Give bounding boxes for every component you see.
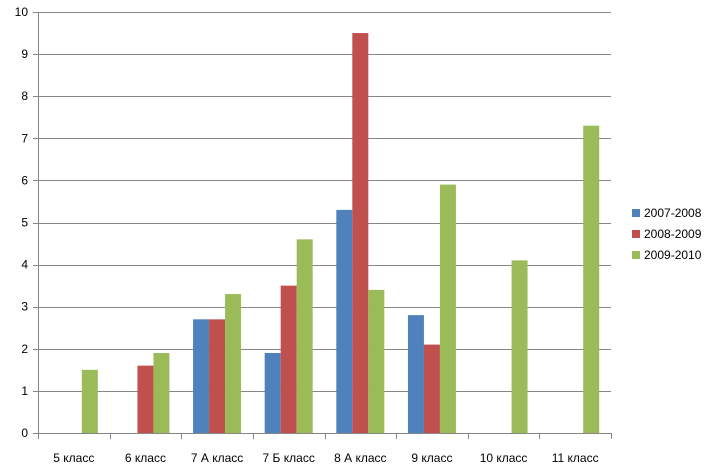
x-tick-label-3: 7 А класс [191, 451, 243, 465]
y-tick-label-7: 7 [21, 131, 28, 145]
bar-3-8 [583, 125, 600, 434]
x-tick-label-5: 8 А класс [334, 451, 386, 465]
bar-2-4 [280, 285, 297, 433]
y-tick-label-4: 4 [21, 258, 28, 272]
y-tick-label-3: 3 [21, 300, 28, 314]
x-tick-label-8: 11 класс [552, 451, 599, 465]
y-axis-tick-labels: 0 1 2 3 4 5 6 7 8 9 10 [15, 5, 38, 440]
bar-2-5 [352, 33, 369, 434]
axes [38, 12, 612, 439]
x-tick-label-4: 7 Б класс [263, 451, 315, 465]
bar-3-7 [511, 260, 528, 433]
x-tick-label-2: 6 класс [125, 451, 166, 465]
bar-2-6 [423, 344, 440, 433]
x-axis-tick-labels: 5 класс 6 класс 7 А класс 7 Б класс 8 А клас… [53, 451, 598, 465]
bar-3-1 [81, 369, 98, 433]
y-tick-label-1: 1 [21, 384, 28, 398]
bar-3-6 [439, 184, 456, 433]
legend-item-series-3: 2009-2010 [632, 244, 724, 265]
y-tick-label-10: 10 [15, 5, 29, 19]
legend-item-series-2: 2008-2009 [632, 223, 724, 244]
legend-label-series-1: 2007-2008 [644, 205, 702, 220]
bar-3-4 [296, 239, 313, 433]
legend-swatch-series-1 [632, 208, 640, 217]
bar-3-3 [225, 294, 242, 433]
bar-1-5 [336, 209, 353, 433]
x-tick-label-1: 5 класс [53, 451, 94, 465]
legend-swatch-series-2 [632, 229, 640, 238]
y-tick-label-6: 6 [21, 173, 28, 187]
legend-item-series-1: 2007-2008 [632, 202, 724, 223]
x-tick-label-7: 10 класс [480, 451, 528, 465]
legend-label-series-2: 2008-2009 [644, 226, 702, 241]
legend-label-series-3: 2009-2010 [644, 247, 702, 262]
bar-3-2 [153, 353, 170, 433]
x-tick-label-6: 9 класс [411, 451, 452, 465]
gridlines [38, 12, 611, 392]
bar-1-3 [193, 319, 210, 433]
legend: 2007-2008 2008-2009 2009-2010 [632, 202, 724, 265]
bar-1-4 [264, 353, 281, 433]
bar-2-2 [137, 365, 154, 433]
bar-3-5 [368, 289, 385, 433]
y-tick-label-9: 9 [21, 47, 28, 61]
y-tick-label-8: 8 [21, 89, 28, 103]
bar-1-6 [407, 315, 424, 433]
y-tick-label-0: 0 [21, 426, 28, 440]
y-tick-label-5: 5 [21, 216, 28, 230]
legend-swatch-series-3 [632, 250, 640, 259]
bars [81, 33, 600, 434]
bar-2-3 [209, 319, 226, 433]
y-tick-label-2: 2 [21, 342, 28, 356]
